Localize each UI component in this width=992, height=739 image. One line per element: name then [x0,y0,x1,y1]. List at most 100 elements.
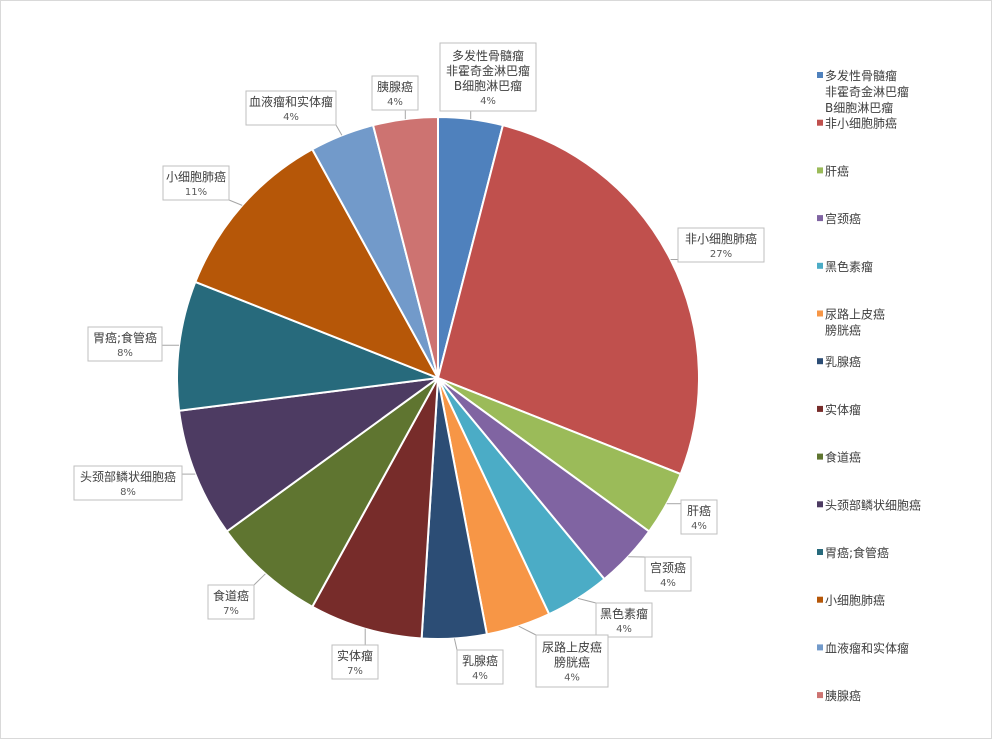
legend-label: B细胞淋巴瘤 [825,100,893,115]
data-label-category: 尿路上皮癌 [542,640,602,655]
data-label-box [73,465,183,501]
legend-label: 多发性骨髓瘤 [825,68,897,83]
pie-slice [225,377,439,609]
pie-slice [177,377,439,533]
data-label-percent: 8% [120,487,136,498]
data-label-category: 食道癌 [213,588,249,603]
legend-swatch [817,405,823,412]
legend-label: 黑色素瘤 [825,259,873,274]
data-label: 乳腺癌 4% [456,649,504,685]
legend-item: 肝癌 [817,163,849,178]
data-label: 食道癌 7% [207,584,255,620]
data-label-category: 头颈部鳞状细胞癌 [80,469,176,484]
pie-slice [194,147,441,380]
data-label: 实体瘤 7% [331,644,379,680]
pie-slice [436,123,700,476]
data-label-percent: 11% [185,187,207,198]
data-label-category: 肝癌 [687,503,711,518]
data-labels: 多发性骨髓瘤非霍奇金淋巴瘤B细胞淋巴瘤4%非小细胞肺癌27%肝癌4%宫颈癌4%黑… [73,42,765,688]
leader-line [253,573,266,586]
legend-swatch [817,358,823,365]
data-label: 黑色素瘤 4% [595,602,653,638]
data-label: 血液瘤和实体瘤 4% [245,90,337,126]
data-label-category: B细胞淋巴瘤 [454,78,522,93]
data-label-percent: 4% [616,624,632,635]
legend-label: 非霍奇金淋巴瘤 [825,84,909,99]
legend-label: 乳腺癌 [825,354,861,369]
legend-item: 食道癌 [817,450,861,465]
legend-label: 胰腺癌 [825,688,861,703]
data-label-percent: 4% [691,521,707,532]
data-label-category: 实体瘤 [337,648,373,663]
data-label-percent: 4% [472,671,488,682]
data-label-box [331,644,379,680]
data-label-percent: 4% [564,673,580,684]
legend-swatch [817,453,823,460]
data-label-percent: 4% [660,578,676,589]
data-label-category: 多发性骨髓瘤 [452,48,524,63]
legend-label: 食道癌 [825,450,861,465]
data-label-category: 非霍奇金淋巴瘤 [446,63,530,78]
legend-item: 黑色素瘤 [817,259,873,274]
legend-swatch [817,596,823,603]
data-label-box [680,499,718,535]
data-label: 头颈部鳞状细胞癌 8% [73,465,183,501]
data-label-box [644,556,692,592]
data-label-percent: 7% [223,606,239,617]
data-label-box [439,42,537,112]
data-label-category: 宫颈癌 [650,560,686,575]
data-label-category: 小细胞肺癌 [166,169,226,184]
data-label-percent: 7% [347,666,363,677]
data-label-box [535,634,609,688]
data-label-category: 非小细胞肺癌 [685,231,757,246]
legend-swatch [817,501,823,508]
leader-line [453,638,458,651]
legend-item: 非小细胞肺癌 [817,116,897,131]
legend-item: 胰腺癌 [817,688,861,703]
data-label: 肝癌 4% [680,499,718,535]
data-label-box [162,165,230,201]
leader-line [335,124,343,136]
data-label-percent: 4% [283,112,299,123]
legend-item: 头颈部鳞状细胞癌 [817,497,921,512]
legend-label: 尿路上皮癌 [825,307,885,322]
legend-item: 小细胞肺癌 [817,593,885,608]
legend-label: 膀胱癌 [825,323,861,338]
legend-swatch [817,262,823,269]
legend-label: 肝癌 [825,163,849,178]
legend-swatch [817,215,823,222]
leader-line [518,625,537,636]
data-label: 胰腺癌 4% [371,75,419,111]
data-label-percent: 27% [710,249,732,260]
data-label-box [371,75,419,111]
legend-swatch [817,167,823,174]
legend-swatch [817,692,823,699]
legend-item: 乳腺癌 [817,354,861,369]
legend-label: 头颈部鳞状细胞癌 [825,497,921,512]
data-label-category: 血液瘤和实体瘤 [249,94,333,109]
leader-lines [162,110,681,651]
legend-item: 实体瘤 [817,402,861,417]
data-label: 胃癌;食管癌 8% [87,326,163,362]
legend-label: 实体瘤 [825,402,861,417]
leader-line [577,597,597,604]
data-label-box [456,649,504,685]
legend-swatch [817,72,823,78]
legend: 多发性骨髓瘤非霍奇金淋巴瘤B细胞淋巴瘤非小细胞肺癌肝癌宫颈癌黑色素瘤尿路上皮癌膀… [817,68,921,703]
leader-line [228,199,243,206]
data-label-box [245,90,337,126]
legend-label: 非小细胞肺癌 [825,116,897,131]
legend-item: 血液瘤和实体瘤 [817,640,909,655]
legend-label: 血液瘤和实体瘤 [825,640,909,655]
data-label-category: 胰腺癌 [377,79,413,94]
data-label: 宫颈癌 4% [644,556,692,592]
data-label-category: 膀胱癌 [554,655,590,670]
legend-label: 胃癌;食管癌 [825,545,889,560]
pie-slice [310,377,439,640]
data-label-box [677,227,765,263]
data-label-category: 乳腺癌 [462,653,498,668]
